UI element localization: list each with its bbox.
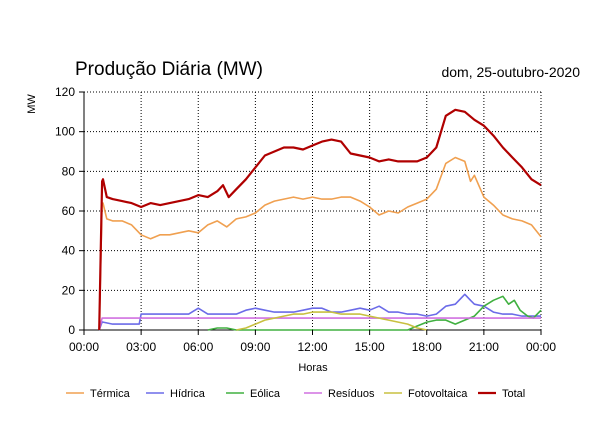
series-line-total	[98, 108, 542, 331]
y-axis-ticks: 0 20 40 60 80 100 120	[55, 85, 84, 337]
grid	[84, 91, 542, 330]
legend: Térmica Hídrica Eólica Resíduos Fotovoltaica…	[66, 388, 525, 400]
x-tick-label: 18:00	[412, 340, 442, 354]
legend-item-fotovoltaica: Fotovoltaica	[384, 388, 468, 400]
x-tick-label: 06:00	[183, 340, 213, 354]
series-line-hidrica	[98, 293, 541, 331]
legend-item-hidrica: Hídrica	[146, 388, 206, 400]
x-tick-label: 15:00	[355, 340, 385, 354]
series-line-termica	[98, 156, 542, 331]
series-line-fotovoltaica	[236, 311, 427, 331]
series-line-eolica	[207, 295, 542, 331]
chart-title: Produção Diária (MW)	[75, 59, 263, 80]
legend-label: Hídrica	[170, 388, 206, 400]
x-tick-label: 12:00	[297, 340, 327, 354]
chart-date: dom, 25-outubro-2020	[441, 64, 580, 80]
y-axis-title: MW	[26, 94, 38, 114]
legend-label: Resíduos	[328, 388, 375, 400]
legend-label: Total	[502, 388, 525, 400]
y-tick-label: 40	[62, 244, 76, 258]
y-tick-label: 120	[55, 85, 75, 99]
x-tick-label: 00:00	[526, 340, 556, 354]
x-tick-label: 03:00	[126, 340, 156, 354]
legend-label: Fotovoltaica	[408, 388, 468, 400]
y-tick-label: 100	[55, 125, 75, 139]
legend-label: Eólica	[250, 388, 281, 400]
y-tick-label: 60	[62, 204, 76, 218]
legend-label: Térmica	[90, 388, 131, 400]
y-tick-label: 20	[62, 283, 76, 297]
x-tick-label: 00:00	[69, 340, 99, 354]
legend-item-termica: Térmica	[66, 388, 131, 400]
y-tick-label: 0	[68, 323, 75, 337]
y-tick-label: 80	[62, 164, 76, 178]
x-axis-ticks: 00:00 03:00 06:00 09:00 12:00 15:00 18:00 21:00…	[69, 330, 556, 354]
series-layer	[98, 108, 542, 331]
legend-item-eolica: Eólica	[226, 388, 281, 400]
x-tick-label: 21:00	[469, 340, 499, 354]
x-axis-title: Horas	[298, 362, 328, 374]
x-tick-label: 09:00	[240, 340, 270, 354]
legend-item-residuos: Resíduos	[304, 388, 375, 400]
legend-item-total: Total	[478, 388, 525, 400]
series-line-residuos	[98, 317, 541, 331]
